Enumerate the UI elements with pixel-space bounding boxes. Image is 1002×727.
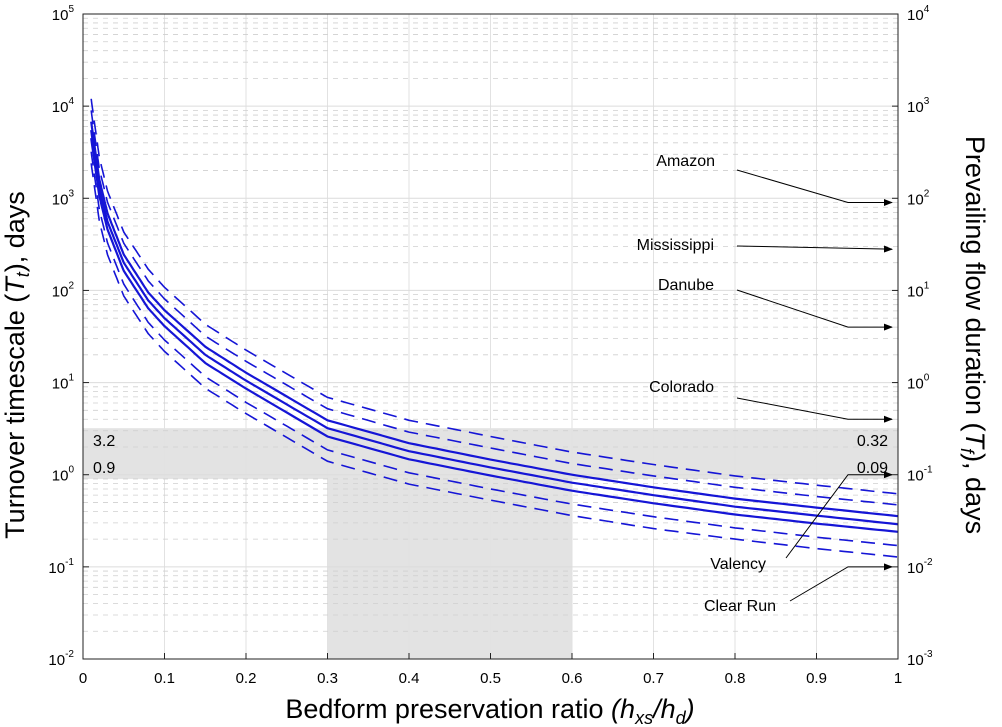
right-tick-label: 10-3 — [907, 649, 933, 669]
annotation-label: Amazon — [656, 153, 715, 170]
left-tick-label: 105 — [52, 4, 75, 24]
right-axis-title: Prevailing flow duration (Tf), days — [957, 136, 990, 534]
annotation-arrow — [785, 471, 893, 559]
series-line-0 — [90, 129, 899, 526]
right-axis-ticks: 10-3 10-2 10-1 100 101 102 103 104 — [892, 4, 933, 669]
shade-band-vertical — [327, 478, 572, 659]
band-label-low-left: 0.9 — [93, 460, 115, 477]
annotation-arrow — [736, 169, 893, 207]
right-tick-label: 10-1 — [907, 465, 933, 485]
x-tick-label: 0 — [79, 670, 87, 687]
x-tick-label: 0.2 — [236, 670, 257, 687]
x-tick-label: 0.8 — [725, 670, 746, 687]
left-tick-label: 102 — [52, 280, 75, 300]
band-label-low-right: 0.09 — [857, 460, 888, 477]
right-tick-label: 103 — [907, 96, 930, 116]
annotation-label: Clear Run — [704, 598, 776, 615]
x-tick-label: 1 — [894, 670, 902, 687]
right-tick-label: 10-2 — [907, 557, 933, 577]
left-tick-label: 101 — [52, 373, 75, 393]
x-axis-title: Bedform preservation ratio (hxs/hd) — [285, 694, 694, 727]
left-tick-label: 10-1 — [48, 557, 74, 577]
x-tick-label: 0.7 — [643, 670, 664, 687]
band-labels: 3.2 0.9 0.32 0.09 — [93, 433, 888, 477]
annotation-label: Colorado — [649, 379, 714, 396]
band-label-high-right: 0.32 — [857, 433, 888, 450]
grid — [82, 14, 899, 659]
x-tick-label: 0.1 — [154, 670, 175, 687]
x-tick-label: 0.4 — [399, 670, 420, 687]
left-axis-title: Turnover timescale (Tt), days — [0, 191, 33, 539]
series-group — [90, 98, 899, 558]
left-tick-label: 10-2 — [48, 649, 74, 669]
annotation-arrow — [789, 563, 893, 602]
x-tick-label: 0.5 — [480, 670, 501, 687]
annotations: Amazon Mississippi Danube Colorado Valency Cl… — [637, 153, 893, 615]
x-tick-label: 0.6 — [562, 670, 583, 687]
series-line-5 — [90, 151, 899, 547]
series-line-4 — [90, 110, 899, 506]
right-tick-label: 100 — [907, 373, 930, 393]
left-tick-label: 103 — [52, 188, 75, 208]
left-tick-label: 100 — [52, 465, 75, 485]
annotation-label: Danube — [658, 277, 714, 294]
right-tick-label: 101 — [907, 280, 930, 300]
annotation-label: Valency — [710, 556, 766, 573]
left-axis-ticks: 10-2 10-1 100 101 102 103 104 105 — [48, 4, 89, 669]
x-tick-label: 0.9 — [806, 670, 827, 687]
annotation-label: Mississippi — [637, 237, 714, 254]
annotation-arrow — [736, 245, 893, 253]
x-tick-label: 0.3 — [317, 670, 338, 687]
right-tick-label: 102 — [907, 188, 930, 208]
annotation-arrow — [736, 289, 893, 331]
series-line-3 — [90, 98, 899, 495]
series-line-1 — [90, 121, 899, 518]
right-tick-label: 104 — [907, 4, 930, 24]
annotation-arrow — [736, 397, 893, 423]
series-line-6 — [90, 163, 899, 558]
left-tick-label: 104 — [52, 96, 75, 116]
series-line-2 — [90, 137, 899, 533]
band-label-high-left: 3.2 — [93, 433, 115, 450]
x-axis-ticks: 0 0.1 0.2 0.3 0.4 0.5 0.6 0.7 0.8 0.9 1 — [79, 653, 902, 687]
